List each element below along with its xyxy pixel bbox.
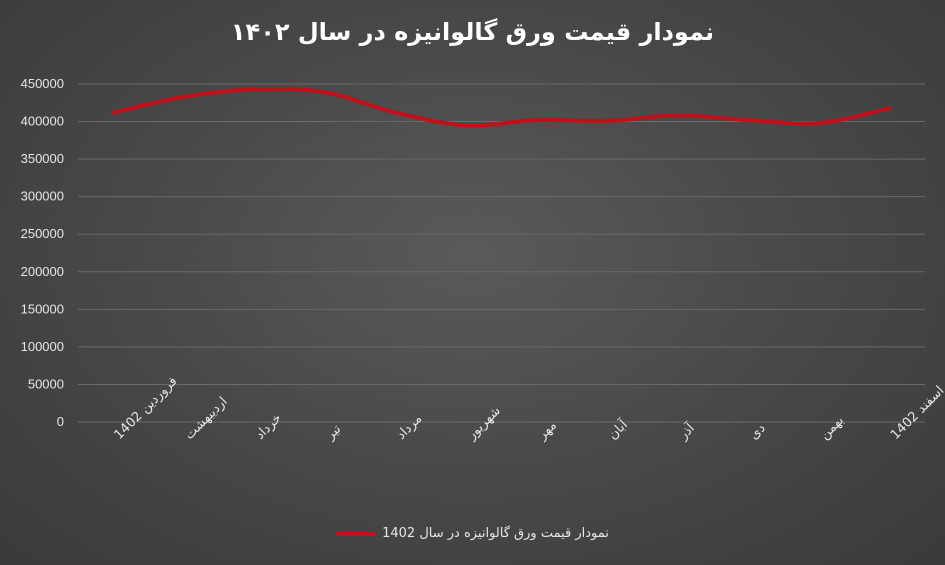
y-tick-label: 100000 bbox=[21, 339, 64, 354]
data-point bbox=[183, 96, 185, 98]
x-tick-label: دی bbox=[747, 421, 769, 443]
data-point bbox=[889, 107, 891, 109]
data-point bbox=[536, 119, 538, 121]
y-tick-label: 300000 bbox=[21, 189, 64, 204]
y-tick-label: 400000 bbox=[21, 114, 64, 129]
data-point bbox=[606, 120, 608, 122]
data-point bbox=[465, 124, 467, 126]
x-tick-label: بهمن bbox=[817, 413, 847, 443]
x-tick-label: اردیبهشت bbox=[182, 394, 230, 442]
x-tick-label: خرداد bbox=[253, 411, 285, 443]
data-point bbox=[748, 119, 750, 121]
x-tick-label: اسفند 1402 bbox=[888, 383, 945, 442]
chart-title: نمودار قیمت ورق گالوانیزه در سال ۱۴۰۲ bbox=[230, 18, 715, 46]
x-tick-label: مرداد bbox=[394, 411, 425, 442]
x-tick-label: تیر bbox=[323, 422, 345, 444]
y-tick-label: 350000 bbox=[21, 151, 64, 166]
y-tick-label: 50000 bbox=[28, 376, 64, 391]
x-tick-label: آبان bbox=[604, 415, 632, 443]
y-tick-label: 150000 bbox=[21, 301, 64, 316]
legend: نمودار قیمت ورق گالوانیزه در سال 1402 bbox=[0, 526, 945, 541]
data-point bbox=[112, 112, 114, 114]
series-line bbox=[111, 86, 892, 128]
data-point bbox=[324, 91, 326, 93]
data-point bbox=[818, 122, 820, 124]
legend-label: نمودار قیمت ورق گالوانیزه در سال 1402 bbox=[382, 526, 609, 541]
y-tick-label: 200000 bbox=[21, 264, 64, 279]
y-tick-label: 450000 bbox=[21, 76, 64, 91]
data-point bbox=[677, 115, 679, 117]
data-point bbox=[253, 88, 255, 90]
y-tick-label: 0 bbox=[57, 414, 64, 429]
legend-swatch bbox=[336, 531, 377, 536]
y-tick-label: 250000 bbox=[21, 226, 64, 241]
x-tick-label: شهریور bbox=[464, 403, 504, 443]
data-point bbox=[395, 112, 397, 114]
